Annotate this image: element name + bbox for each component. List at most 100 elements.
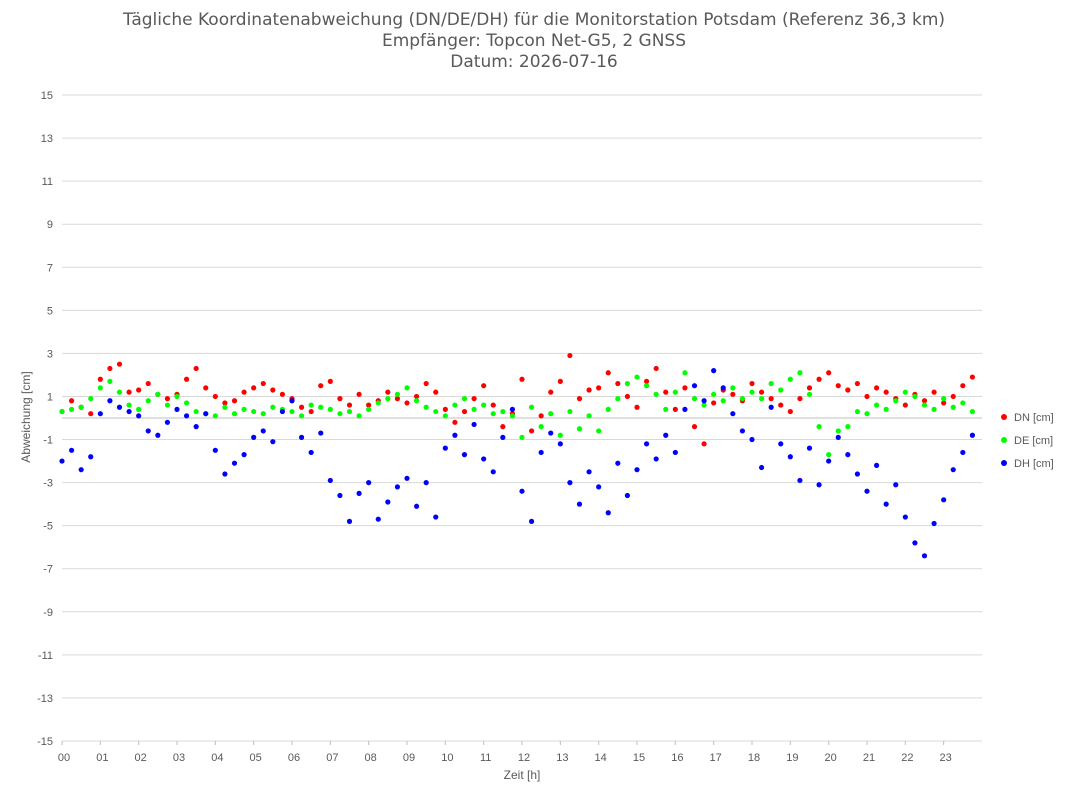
data-point (298, 413, 305, 419)
data-point (385, 499, 391, 505)
series-dh (59, 368, 976, 559)
data-point (519, 488, 525, 494)
data-point (758, 389, 765, 395)
y-axis-label: Abweichung [cm] (19, 371, 33, 462)
data-point (413, 398, 420, 404)
data-point (251, 385, 257, 391)
y-tick-label: 1 (47, 391, 53, 403)
data-point (643, 378, 650, 384)
data-point (413, 393, 420, 400)
data-point (366, 406, 372, 412)
data-point (854, 380, 861, 387)
data-point (778, 387, 784, 393)
data-point (241, 406, 247, 412)
data-point (183, 413, 190, 419)
data-point (528, 428, 535, 434)
data-point (222, 471, 228, 477)
data-point (873, 402, 880, 408)
data-point (145, 398, 151, 404)
data-point (835, 428, 841, 434)
data-point (969, 374, 976, 380)
x-tick-label: 17 (710, 752, 722, 764)
data-point (643, 441, 650, 447)
data-point (519, 434, 525, 440)
data-point (701, 402, 707, 408)
data-point (586, 387, 592, 393)
data-point (950, 467, 956, 473)
x-tick-label: 08 (365, 752, 377, 764)
data-point (433, 389, 439, 395)
data-point (356, 391, 362, 397)
data-point (481, 402, 487, 408)
data-point (481, 383, 487, 389)
data-point (78, 467, 84, 473)
data-point (298, 404, 305, 410)
data-point (260, 428, 266, 434)
data-point (212, 413, 218, 419)
x-tick-label: 20 (825, 752, 837, 764)
data-point (270, 404, 276, 410)
data-point (155, 391, 161, 397)
data-point (864, 488, 870, 494)
data-point (883, 389, 889, 395)
data-point (806, 385, 813, 391)
data-point (806, 391, 813, 397)
legend-marker (1001, 460, 1007, 466)
data-point (97, 376, 103, 382)
data-point (97, 385, 103, 391)
data-point (174, 406, 180, 412)
data-point (682, 370, 688, 376)
data-point (490, 402, 496, 408)
data-point (471, 406, 477, 412)
data-point (337, 492, 343, 499)
data-point (509, 413, 516, 419)
data-point (164, 419, 171, 425)
data-point (423, 404, 429, 410)
data-point (682, 385, 688, 391)
data-point (730, 411, 736, 417)
data-point (873, 385, 880, 391)
data-point (921, 402, 928, 408)
data-point (787, 376, 793, 382)
y-tick-label: 15 (41, 90, 53, 102)
data-point (346, 518, 353, 524)
data-point (567, 352, 573, 359)
data-point (337, 411, 343, 417)
data-point (251, 434, 257, 440)
data-point (193, 408, 199, 415)
data-point (145, 428, 151, 434)
data-point (720, 398, 726, 404)
x-tick-label: 22 (901, 752, 913, 764)
x-tick-label: 06 (288, 752, 300, 764)
data-point (663, 432, 669, 438)
data-point (356, 490, 362, 496)
data-point (231, 411, 238, 417)
x-tick-label: 00 (58, 752, 70, 764)
data-point (768, 396, 774, 402)
data-point (183, 376, 190, 382)
data-point (969, 408, 976, 415)
data-point (433, 514, 439, 520)
data-point (68, 406, 75, 412)
y-tick-labels: 15 13 11 9 7 5 3 1 -1 -3 -5 -7 -9 -11 -13 -15 (37, 90, 53, 748)
data-point (672, 449, 678, 456)
data-point (337, 396, 343, 402)
data-point (883, 406, 889, 412)
data-point (778, 402, 784, 408)
data-point (183, 400, 190, 406)
data-point (567, 408, 573, 415)
data-point (960, 383, 966, 389)
data-point (557, 432, 563, 438)
x-tick-label: 01 (96, 752, 108, 764)
data-point (251, 408, 257, 415)
data-point (471, 421, 477, 428)
data-point (212, 393, 218, 400)
data-point (279, 391, 286, 397)
data-point (442, 413, 448, 419)
data-point (327, 477, 333, 484)
y-tick-label: -9 (43, 607, 53, 619)
data-point (864, 393, 870, 400)
data-point (749, 389, 755, 395)
data-point (816, 482, 822, 488)
